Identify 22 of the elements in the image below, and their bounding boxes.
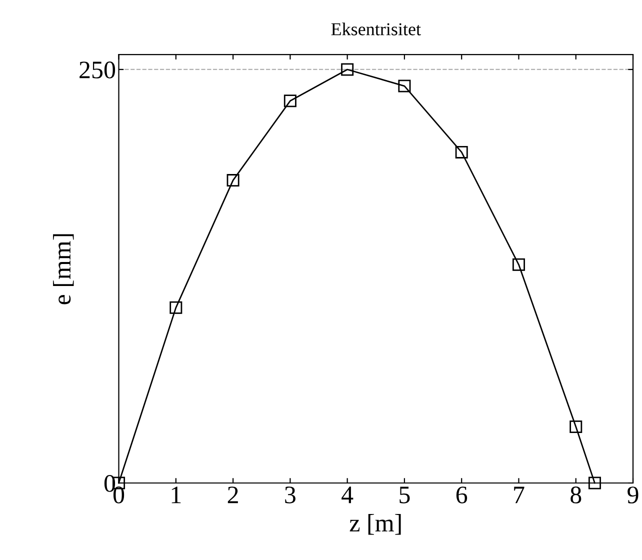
point (170, 301, 182, 314)
x-tick-label: 8 (570, 486, 582, 504)
x-tick-label: 7 (514, 486, 524, 504)
point (570, 420, 582, 434)
y-axis-title: e [mm] (53, 234, 74, 304)
x-axis-title: z [m] (350, 514, 401, 535)
x-tick-label: 5 (400, 486, 410, 504)
x-tick-label: 9 (628, 486, 638, 504)
x-tick-label: 2 (228, 486, 238, 504)
point (512, 258, 525, 271)
chart-title: Eksentrisitet (331, 22, 421, 36)
point (341, 63, 354, 76)
x-tick-label: 1 (172, 486, 181, 504)
point (588, 476, 601, 490)
point (455, 146, 468, 158)
point (226, 174, 240, 187)
point (398, 80, 411, 92)
x-tick-label: 4 (342, 486, 354, 504)
x-tick-label: 3 (285, 486, 296, 504)
x-tick-label: 6 (456, 486, 468, 504)
point (284, 94, 296, 108)
y-tick-label: 250 (80, 62, 116, 78)
